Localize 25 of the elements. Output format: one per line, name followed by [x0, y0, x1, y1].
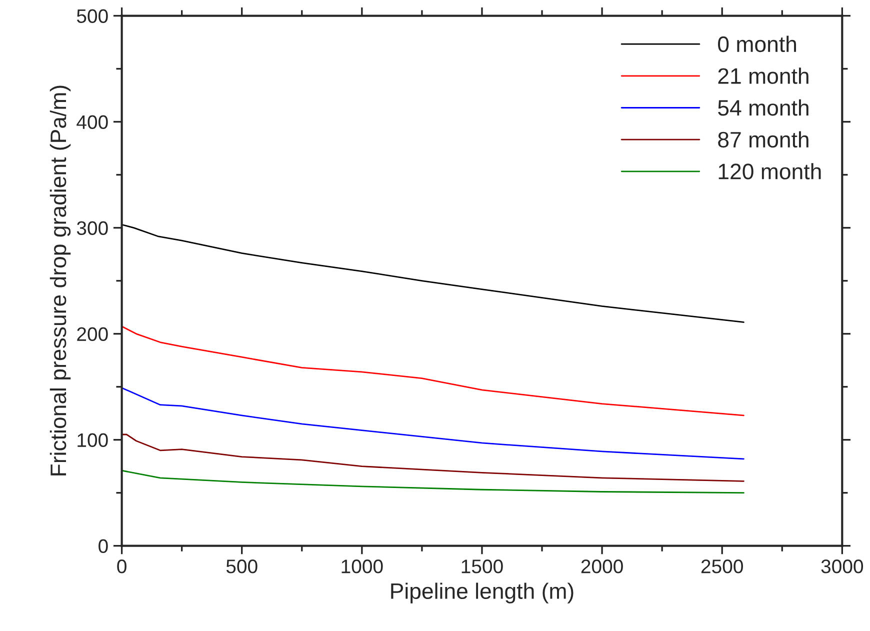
line-series — [122, 470, 744, 494]
legend-label: 0 month — [718, 36, 796, 52]
y-tick-label: 200 — [77, 327, 108, 342]
x-tick-label: 3000 — [821, 560, 864, 574]
legend-label: 21 month — [718, 68, 808, 84]
y-tick-label: 0 — [98, 539, 108, 554]
line-series — [122, 224, 744, 323]
line-series — [122, 387, 744, 460]
x-tick-label: 2500 — [701, 560, 743, 574]
line-series — [122, 434, 744, 482]
legend-label: 120 month — [718, 163, 821, 180]
x-tick-label: 1500 — [462, 560, 503, 574]
y-tick-label: 400 — [76, 115, 108, 130]
legend-label: 87 month — [718, 131, 808, 148]
x-axis-title: Pipeline length (m) — [391, 582, 574, 604]
y-tick-label: 300 — [76, 221, 108, 236]
y-tick-label: 100 — [78, 433, 108, 448]
x-tick-label: 500 — [226, 560, 258, 574]
legend-label: 54 month — [718, 99, 808, 116]
x-tick-label: 1000 — [342, 560, 383, 574]
x-tick-label: 0 — [117, 560, 126, 574]
y-axis-title: Frictional pressure drop gradient (Pa/m) — [50, 86, 71, 476]
x-tick-label: 2000 — [581, 560, 623, 574]
line-series — [122, 326, 744, 416]
y-tick-label: 500 — [76, 9, 108, 24]
